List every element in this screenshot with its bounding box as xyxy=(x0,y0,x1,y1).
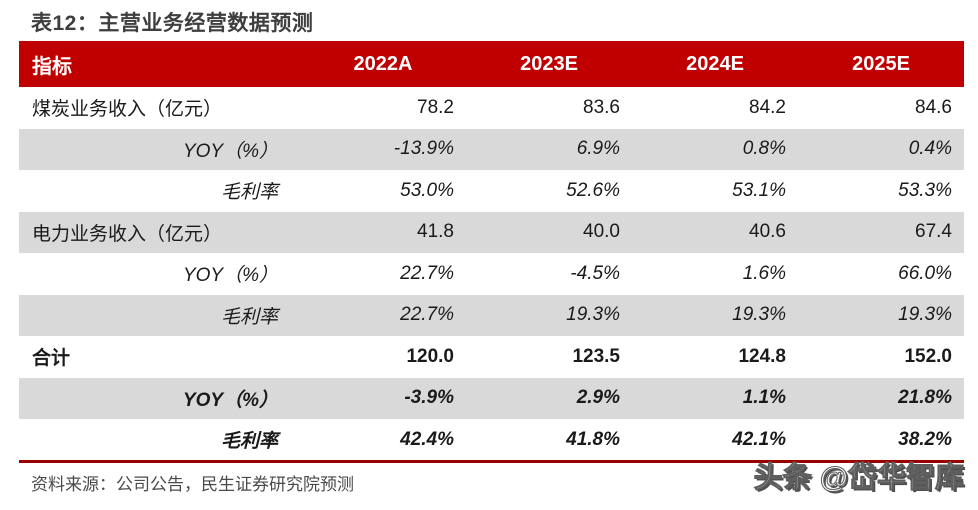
row-label: 毛利率 xyxy=(220,431,278,453)
table-row-power-yoy: YOY（%） 22.7% -4.5% 1.6% 66.0% xyxy=(19,253,964,295)
cell-value: 123.5 xyxy=(572,345,620,367)
watermark xyxy=(754,463,967,497)
cell-value: 41.8 xyxy=(417,221,454,243)
table-row-coal-revenue: 煤炭业务收入（亿元） 78.2 83.6 84.2 84.6 xyxy=(19,87,964,129)
cell-value: 84.6 xyxy=(915,96,952,118)
cell-value: -3.9% xyxy=(404,387,454,409)
table-row-total: 合计 120.0 123.5 124.8 152.0 xyxy=(19,336,964,378)
table-header-row: 指标 2022A 2023E 2024E 2025E xyxy=(19,41,964,87)
column-header-2024e: 2024E xyxy=(686,52,744,75)
table-row-coal-gross-margin: 毛利率 53.0% 52.6% 53.1% 53.3% xyxy=(19,170,964,212)
column-header-2022a: 2022A xyxy=(353,52,413,75)
cell-value: 52.6% xyxy=(566,179,620,201)
cell-value: 19.3% xyxy=(732,304,786,326)
cell-value: 21.8% xyxy=(898,387,952,409)
cell-value: 1.1% xyxy=(742,387,786,409)
table-bottom-rule xyxy=(19,460,964,463)
table-row-total-gross-margin: 毛利率 42.4% 41.8% 42.1% 38.2% xyxy=(19,419,964,461)
cell-value: 53.1% xyxy=(732,179,786,201)
source-note: 资料来源：公司公告，民生证券研究院预测 xyxy=(31,475,354,494)
cell-value: 1.6% xyxy=(742,262,786,284)
table-row-power-revenue: 电力业务收入（亿元） 41.8 40.0 40.6 67.4 xyxy=(19,211,964,253)
cell-value: 66.0% xyxy=(898,262,952,284)
row-label: 煤炭业务收入（亿元） xyxy=(32,99,223,121)
cell-value: 19.3% xyxy=(566,304,620,326)
table-row-coal-yoy: YOY（%） -13.9% 6.9% 0.8% 0.4% xyxy=(19,128,964,170)
cell-value: 2.9% xyxy=(576,387,620,409)
cell-value: 0.4% xyxy=(908,138,952,160)
cell-value: 6.9% xyxy=(576,138,620,160)
cell-value: 0.8% xyxy=(742,138,786,160)
cell-value: 53.3% xyxy=(898,179,952,201)
cell-value: 40.0 xyxy=(583,221,620,243)
cell-value: 41.8% xyxy=(566,428,620,450)
cell-value: 84.2 xyxy=(749,96,786,118)
cell-value: 40.6 xyxy=(749,221,786,243)
cell-value: 42.1% xyxy=(732,428,786,450)
row-label: 毛利率 xyxy=(220,306,278,328)
cell-value: 78.2 xyxy=(417,96,454,118)
cell-value: 83.6 xyxy=(583,96,620,118)
row-label: 毛利率 xyxy=(220,182,278,204)
cell-value: 120.0 xyxy=(406,345,454,367)
cell-value: 124.8 xyxy=(738,345,786,367)
forecast-table: 指标 2022A 2023E 2024E 2025E 煤炭业务收入（亿元） 78… xyxy=(19,41,964,461)
cell-value: -4.5% xyxy=(570,262,620,284)
cell-value: 53.0% xyxy=(400,179,454,201)
cell-value: 19.3% xyxy=(898,304,952,326)
column-header-indicator: 指标 xyxy=(32,55,72,78)
cell-value: -13.9% xyxy=(393,138,454,160)
row-label: YOY（%） xyxy=(182,265,278,287)
row-label: 电力业务收入（亿元） xyxy=(32,223,223,245)
cell-value: 22.7% xyxy=(400,262,454,284)
cell-value: 22.7% xyxy=(400,304,454,326)
page-title: 表12：主营业务经营数据预测 xyxy=(31,12,314,35)
cell-value: 152.0 xyxy=(904,345,952,367)
table-row-total-yoy: YOY（%） -3.9% 2.9% 1.1% 21.8% xyxy=(19,377,964,419)
cell-value: 67.4 xyxy=(915,221,952,243)
row-label: YOY（%） xyxy=(182,389,278,411)
cell-value: 38.2% xyxy=(898,428,952,450)
column-header-2025e: 2025E xyxy=(852,52,910,75)
column-header-2023e: 2023E xyxy=(520,52,578,75)
row-label: YOY（%） xyxy=(182,140,278,162)
cell-value: 42.4% xyxy=(400,428,454,450)
row-label: 合计 xyxy=(32,348,71,370)
table-row-power-gross-margin: 毛利率 22.7% 19.3% 19.3% 19.3% xyxy=(19,294,964,336)
